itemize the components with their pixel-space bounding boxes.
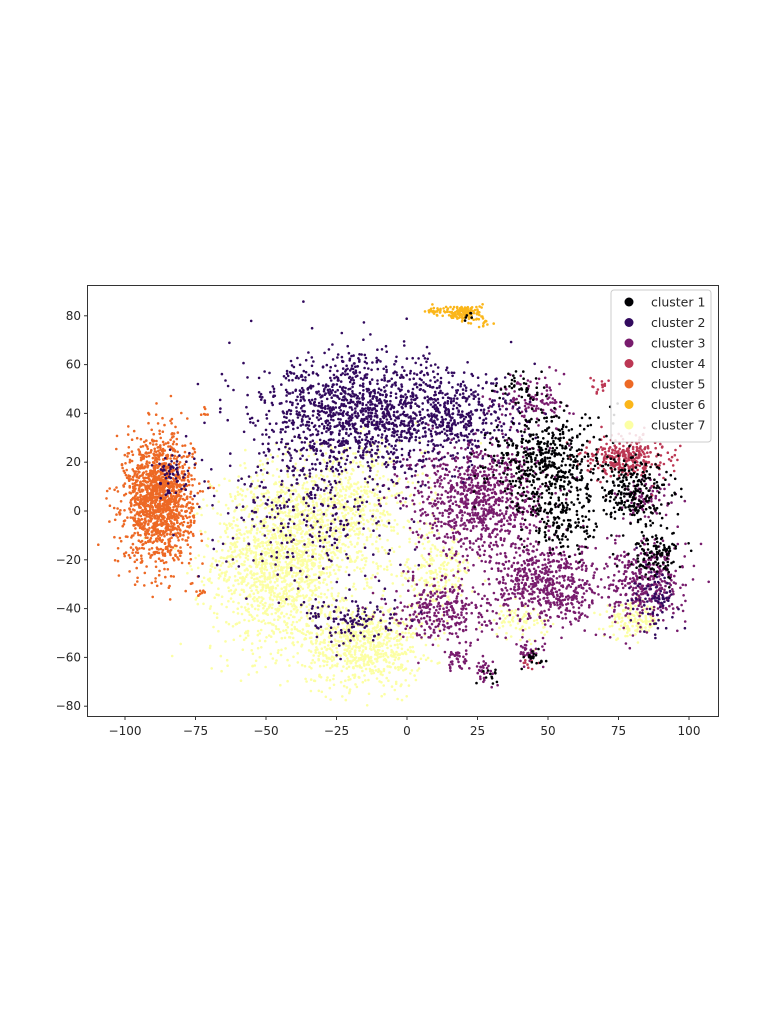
legend-marker-icon (624, 379, 634, 389)
legend-box (610, 289, 712, 443)
plot-frame (87, 285, 719, 717)
y-tick-label: −80 (56, 699, 81, 713)
y-axis: 80 60 40 20 0 −20 −40 −60 −80 (56, 309, 88, 713)
x-tick-label: 25 (470, 724, 485, 738)
x-tick-label: −100 (109, 724, 142, 738)
y-tick-label: −20 (56, 553, 81, 567)
y-tick-label: 0 (73, 504, 81, 518)
series-cluster-1 (463, 311, 693, 685)
y-tick-label: 20 (66, 455, 81, 469)
y-tick-label: 80 (66, 309, 81, 323)
legend-marker-icon (624, 297, 634, 307)
legend-label: cluster 6 (651, 397, 705, 412)
x-axis: −100 −75 −50 −25 0 25 50 75 100 (109, 716, 701, 738)
legend-marker-icon (624, 318, 634, 327)
x-tick-label: 75 (611, 724, 626, 738)
legend-marker-icon (624, 359, 634, 368)
series-cluster-7 (143, 402, 660, 707)
x-tick-label: 50 (540, 724, 555, 738)
series-cluster-4 (522, 376, 682, 671)
legend-marker-icon (624, 338, 634, 348)
legend-label: cluster 3 (651, 336, 705, 351)
legend: cluster 1 cluster 2 cluster 3 cluster 4 clus… (610, 289, 712, 443)
series-cluster-5 (97, 394, 215, 601)
series-cluster-6 (423, 303, 496, 329)
x-tick-label: −25 (324, 724, 349, 738)
legend-label: cluster 5 (651, 377, 705, 392)
legend-label: cluster 4 (651, 356, 705, 371)
legend-marker-icon (624, 420, 634, 430)
x-tick-label: 100 (678, 724, 701, 738)
x-tick-label: 0 (403, 724, 411, 738)
series-cluster-2 (150, 300, 687, 661)
y-tick-label: 60 (66, 358, 81, 372)
y-tick-label: −40 (56, 602, 81, 616)
legend-label: cluster 1 (651, 295, 705, 310)
x-tick-label: −75 (183, 724, 208, 738)
y-tick-label: −60 (56, 650, 81, 664)
scatter-points (97, 300, 710, 707)
legend-label: cluster 7 (651, 418, 705, 433)
legend-items: cluster 1 cluster 2 cluster 3 cluster 4 clus… (624, 295, 705, 433)
x-tick-label: −50 (253, 724, 278, 738)
legend-marker-icon (624, 400, 634, 409)
y-tick-label: 40 (66, 406, 81, 420)
legend-label: cluster 2 (651, 315, 705, 330)
